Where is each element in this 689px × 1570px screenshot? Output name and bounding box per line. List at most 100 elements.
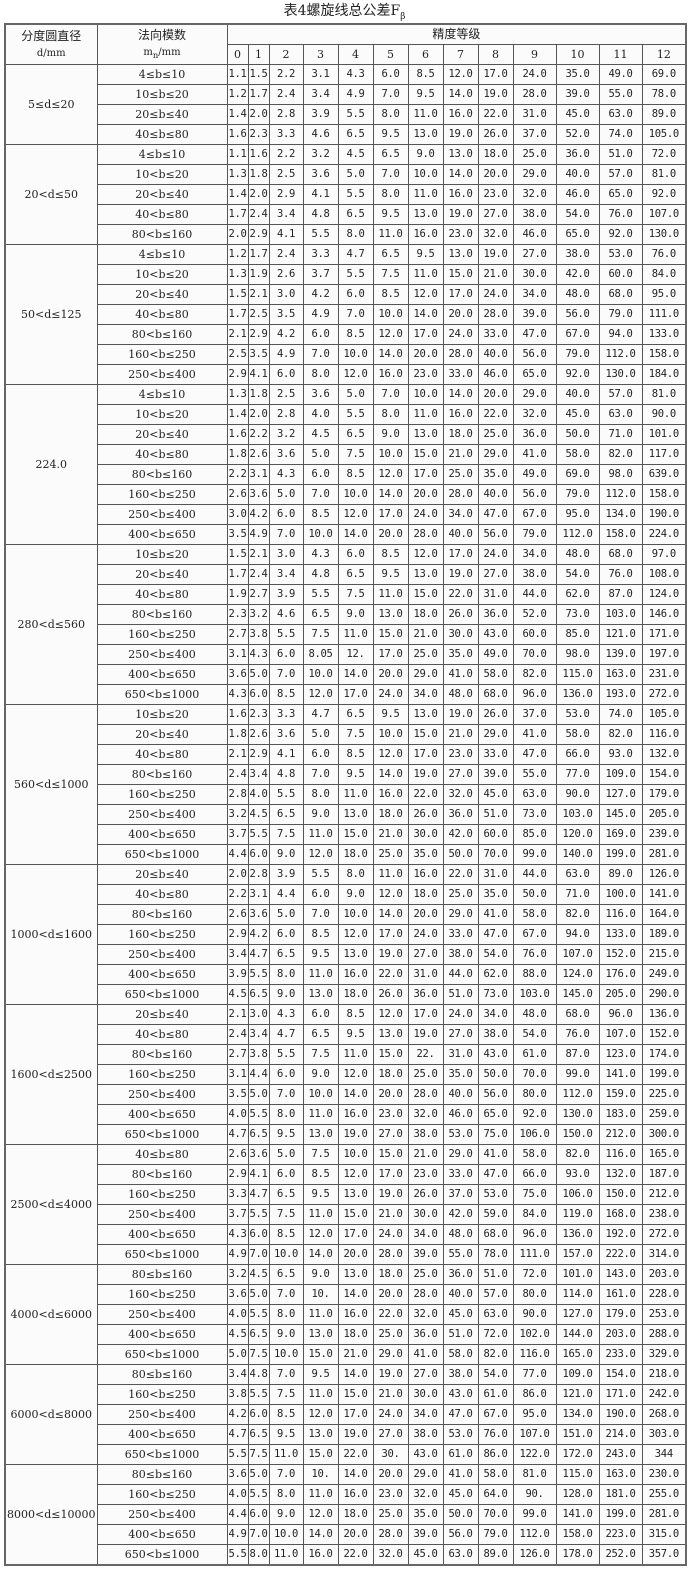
tolerance-value-grade-11: 132.0 [598,1164,643,1185]
tolerance-value-grade-10: 98.0 [555,644,600,665]
tolerance-value-grade-7: 44.0 [442,964,479,985]
tolerance-value-grade-6: 43.0 [407,1444,444,1465]
tolerance-value-grade-7: 40.0 [442,1084,479,1105]
tolerance-value-grade-2: 2.4 [268,244,304,265]
tolerance-value-grade-11: 143.0 [598,1264,643,1285]
tolerance-value-grade-10: 93.0 [555,1164,600,1185]
tolerance-value-grade-5: 25.0 [372,1504,409,1525]
tolerance-value-grade-4: 16.0 [337,1484,374,1505]
tolerance-value-grade-5: 13.0 [372,1024,409,1045]
tolerance-value-grade-3: 4.8 [302,564,339,585]
tolerance-value-grade-8: 40.0 [477,484,514,505]
tolerance-value-grade-9: 44.0 [512,864,557,885]
tolerance-value-grade-7: 38.0 [442,1364,479,1385]
tolerance-value-grade-4: 18.0 [337,1504,374,1525]
tolerance-value-grade-3: 9.0 [302,804,339,825]
tolerance-value-grade-11: 181.0 [598,1484,643,1505]
tolerance-value-grade-10: 99.0 [555,1064,600,1085]
tolerance-value-grade-11: 82.0 [598,444,643,465]
tolerance-value-grade-8: 53.0 [477,1184,514,1205]
tolerance-value-grade-6: 38.0 [407,1424,444,1445]
tolerance-value-grade-8: 58.0 [477,664,514,685]
tolerance-value-grade-3: 12.0 [302,684,339,705]
tolerance-value-grade-1: 1.5 [247,64,270,85]
tolerance-value-grade-3: 10. [302,1284,339,1305]
tolerance-value-grade-7: 45.0 [442,1304,479,1325]
tolerance-value-grade-3: 9.5 [302,1184,339,1205]
grade-header-3: 3 [302,44,339,65]
tolerance-value-grade-1: 6.5 [247,1324,270,1345]
tolerance-value-grade-4: 5.0 [337,164,374,185]
tolerance-value-grade-1: 2.0 [247,404,270,425]
tolerance-value-grade-1: 4.3 [247,644,270,665]
tolerance-value-grade-0: 3.0 [226,504,249,525]
tolerance-value-grade-6: 36.0 [407,1324,444,1345]
tolerance-value-grade-10: 50.0 [555,424,600,445]
tolerance-value-grade-5: 25.0 [372,1324,409,1345]
width-range-cell: 20<b≤40 [96,284,228,305]
tolerance-value-grade-5: 22.0 [372,964,409,985]
width-range-cell: 4≤b≤10 [96,384,228,405]
tolerance-value-grade-1: 2.5 [247,304,270,325]
tolerance-value-grade-2: 4.6 [268,604,304,625]
tolerance-value-grade-0: 1.3 [226,164,249,185]
tolerance-value-grade-2: 7.0 [268,524,304,545]
width-range-cell: 160<b≤250 [96,484,228,505]
tolerance-value-grade-11: 176.0 [598,964,643,985]
tolerance-value-grade-6: 39.0 [407,1524,444,1545]
tolerance-value-grade-6: 13.0 [407,424,444,445]
tolerance-value-grade-12: 357.0 [641,1544,687,1566]
tolerance-value-grade-12: 231.0 [641,664,687,685]
tolerance-value-grade-8: 47.0 [477,504,514,525]
tolerance-value-grade-7: 18.0 [442,424,479,445]
table-row: 400<b≤650 4.7 6.5 9.5 13.0 19.0 27.0 38.0 53.0 76… [5,1424,687,1445]
tolerance-value-grade-3: 3.2 [302,144,339,165]
tolerance-value-grade-1: 4.0 [247,784,270,805]
tolerance-value-grade-7: 21.0 [442,724,479,745]
width-range-cell: 650<b≤1000 [96,684,228,705]
tolerance-value-grade-1: 2.8 [247,864,270,885]
tolerance-value-grade-3: 12.0 [302,1504,339,1525]
tolerance-value-grade-2: 3.4 [268,564,304,585]
tolerance-value-grade-4: 4.3 [337,64,374,85]
tolerance-value-grade-7: 28.0 [442,484,479,505]
tolerance-value-grade-4: 14.0 [337,1364,374,1385]
tolerance-value-grade-7: 23.0 [442,224,479,245]
tolerance-value-grade-0: 4.0 [226,1104,249,1125]
tolerance-value-grade-0: 3.4 [226,944,249,965]
tolerance-value-grade-6: 18.0 [407,884,444,905]
tolerance-value-grade-8: 56.0 [477,1084,514,1105]
tolerance-value-grade-11: 71.0 [598,424,643,445]
tolerance-value-grade-10: 62.0 [555,584,600,605]
tolerance-value-grade-6: 23.0 [407,1164,444,1185]
tolerance-value-grade-0: 3.6 [226,1464,249,1485]
tolerance-value-grade-3: 7.5 [302,624,339,645]
tolerance-value-grade-10: 103.0 [555,804,600,825]
tolerance-value-grade-5: 11.0 [372,864,409,885]
tolerance-value-grade-4: 5.5 [337,104,374,125]
tolerance-value-grade-4: 6.0 [337,284,374,305]
tolerance-value-grade-12: 133.0 [641,324,687,345]
tolerance-value-grade-2: 8.5 [268,1404,304,1425]
tolerance-value-grade-10: 46.0 [555,184,600,205]
tolerance-value-grade-4: 16.0 [337,1304,374,1325]
tolerance-value-grade-6: 9.5 [407,244,444,265]
tolerance-value-grade-6: 22. [407,1044,444,1065]
tolerance-value-grade-12: 272.0 [641,684,687,705]
tolerance-value-grade-8: 79.0 [477,1524,514,1545]
tolerance-value-grade-1: 1.9 [247,264,270,285]
tolerance-value-grade-7: 21.0 [442,444,479,465]
width-range-cell: 80<b≤160 [96,904,228,925]
tolerance-value-grade-11: 252.0 [598,1544,643,1566]
width-range-cell: 20<b≤40 [96,184,228,205]
tolerance-value-grade-11: 203.0 [598,1324,643,1345]
tolerance-value-grade-2: 5.0 [268,484,304,505]
tolerance-value-grade-11: 76.0 [598,204,643,225]
width-range-cell: 160<b≤250 [96,1484,228,1505]
width-range-cell: 650<b≤1000 [96,1544,228,1566]
tolerance-value-grade-10: 151.0 [555,1424,600,1445]
tolerance-value-grade-1: 6.5 [247,1124,270,1145]
tolerance-value-grade-11: 168.0 [598,1204,643,1225]
tolerance-value-grade-5: 20.0 [372,664,409,685]
tolerance-value-grade-5: 6.5 [372,244,409,265]
